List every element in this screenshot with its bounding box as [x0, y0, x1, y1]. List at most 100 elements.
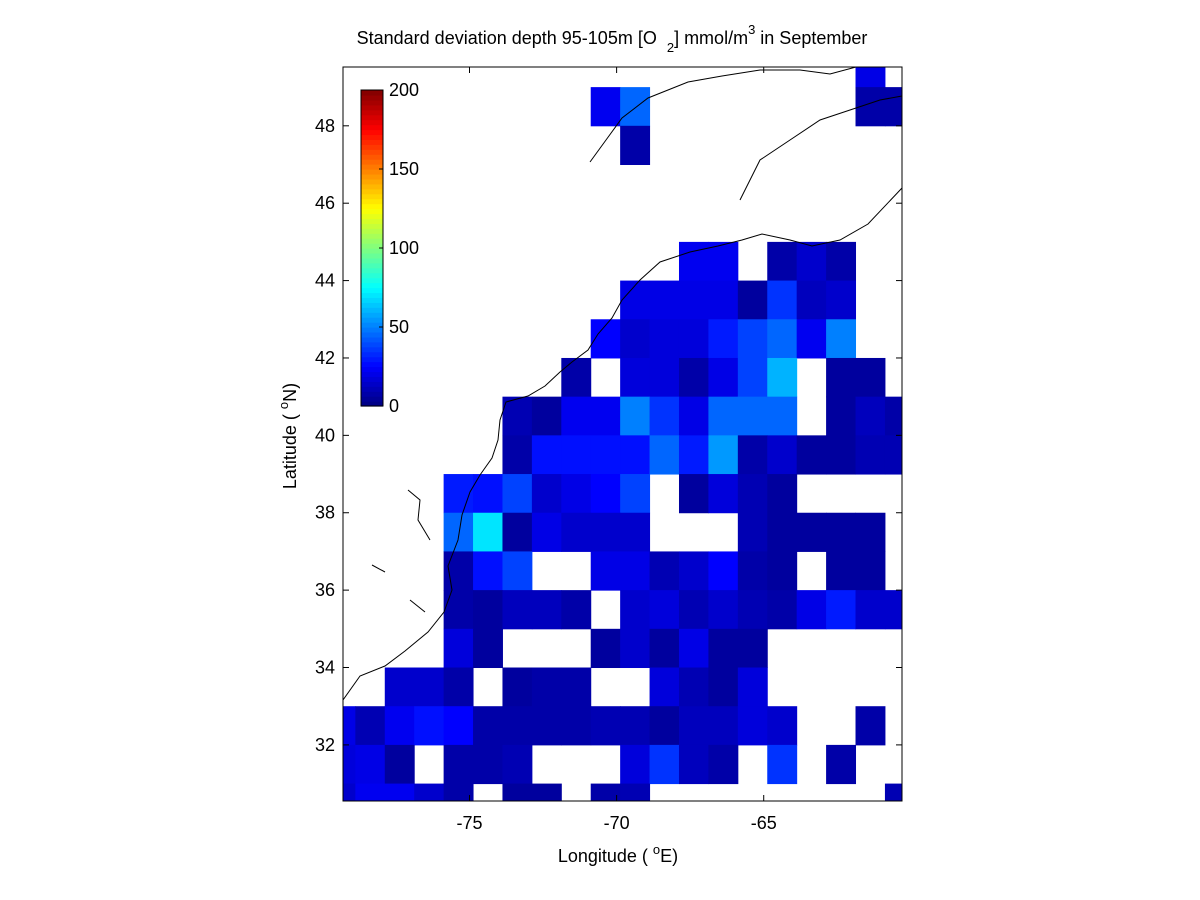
heatmap-cell — [855, 357, 886, 398]
colorbar-swatch — [361, 208, 383, 215]
heatmap-cell — [531, 474, 562, 514]
heatmap-cell — [620, 474, 651, 514]
heatmap-cell — [502, 551, 533, 591]
heatmap-cell — [649, 551, 680, 591]
colorbar-swatch — [361, 361, 383, 368]
colorbar-swatch — [361, 144, 383, 150]
colorbar-swatch — [361, 104, 383, 111]
heatmap-cell — [620, 512, 651, 552]
colorbar-swatch — [361, 381, 383, 387]
colorbar-swatch — [361, 243, 383, 249]
heatmap-cell — [767, 435, 798, 475]
heatmap-cell — [620, 87, 651, 127]
heatmap-cell — [826, 396, 857, 436]
title-part: ] mmol/m — [674, 28, 748, 48]
heatmap-cell — [708, 744, 739, 785]
heatmap-cell — [678, 628, 709, 669]
heatmap-cell — [737, 706, 768, 746]
heatmap-cell — [343, 706, 356, 746]
heatmap-cell — [884, 435, 902, 475]
heatmap-cell — [678, 667, 709, 707]
heatmap-cell — [443, 474, 474, 514]
heatmap-cell — [767, 474, 798, 514]
colorbar-swatch — [361, 391, 383, 397]
colorbar-tick-label: 0 — [389, 396, 399, 416]
heatmap-cell — [590, 628, 621, 669]
coast-path — [589, 67, 857, 163]
heatmap-cell — [708, 396, 739, 436]
colorbar-swatch — [361, 341, 383, 348]
colorbar-swatch — [361, 336, 383, 343]
heatmap-cell — [678, 396, 709, 436]
heatmap-cell — [620, 628, 651, 669]
heatmap-cell — [708, 435, 739, 475]
heatmap-cell — [443, 512, 474, 552]
heatmap-cell — [737, 435, 768, 475]
x-axis-label: Longitude ( oE) — [558, 842, 678, 866]
heatmap-cell — [649, 744, 680, 785]
colorbar-swatch — [361, 114, 383, 121]
heatmap-cell — [531, 512, 562, 552]
heatmap-cell — [620, 396, 651, 436]
heatmap-cell — [884, 396, 902, 436]
heatmap-cell — [414, 667, 445, 707]
title-part: in September — [755, 28, 867, 48]
y-tick-label: 34 — [315, 658, 335, 678]
heatmap-cell — [708, 628, 739, 669]
heatmap-cell — [443, 667, 474, 707]
heatmap-cell — [343, 783, 356, 801]
y-tick-label: 48 — [315, 116, 335, 136]
colorbar-swatch — [361, 327, 383, 333]
heatmap-cell — [649, 435, 680, 475]
colorbar-tick-label: 100 — [389, 238, 419, 258]
label-part: N) — [280, 383, 300, 402]
heatmap-cell — [767, 706, 798, 746]
heatmap-cell — [590, 87, 621, 127]
heatmap-cell — [737, 628, 768, 669]
heatmap-cell — [590, 706, 621, 746]
colorbar-swatch — [361, 178, 383, 185]
heatmap-cell — [620, 319, 651, 359]
coast-path — [739, 95, 902, 201]
heatmap-cell — [561, 396, 592, 436]
label-part: E) — [660, 846, 678, 866]
colorbar-swatch — [361, 233, 383, 239]
heatmap-cell — [620, 125, 651, 166]
heatmap-cell — [561, 474, 592, 514]
colorbar-swatch — [361, 267, 383, 274]
colorbar-swatch — [361, 223, 383, 229]
heatmap-cell — [561, 590, 592, 630]
heatmap-cell — [826, 241, 857, 282]
y-axis-label: Latitude ( oN) — [276, 383, 300, 489]
heatmap-cell — [678, 706, 709, 746]
colorbar-swatch — [361, 376, 383, 382]
heatmap-cell — [708, 241, 739, 282]
heatmap-cell — [678, 435, 709, 475]
colorbar-swatch — [361, 109, 383, 116]
heatmap-cell — [737, 474, 768, 514]
colorbar-swatch — [361, 124, 383, 131]
heatmap-cell — [384, 783, 415, 801]
heatmap-cell — [473, 551, 503, 591]
colorbar-swatch — [361, 312, 383, 318]
heatmap-cell — [767, 357, 798, 398]
heatmap-cell — [826, 744, 857, 785]
heatmap-cell — [855, 67, 886, 88]
colorbar-swatch — [361, 396, 383, 402]
heatmap-cell — [737, 512, 768, 552]
heatmap-cell — [737, 319, 768, 359]
heatmap-cell — [443, 628, 474, 669]
heatmap-cell — [826, 551, 857, 591]
colorbar-swatch — [361, 277, 383, 284]
heatmap-cell — [737, 396, 768, 436]
colorbar-swatch — [361, 183, 383, 190]
colorbar-swatch — [361, 213, 383, 219]
heatmap-cell — [767, 241, 798, 282]
heatmap-cell — [826, 512, 857, 552]
heatmap-cell — [708, 357, 739, 398]
colorbar-swatch — [361, 248, 383, 254]
colorbar-swatch — [361, 302, 383, 308]
colorbar-swatch — [361, 164, 383, 170]
heatmap-cell — [620, 590, 651, 630]
colorbar-swatch — [361, 292, 383, 298]
